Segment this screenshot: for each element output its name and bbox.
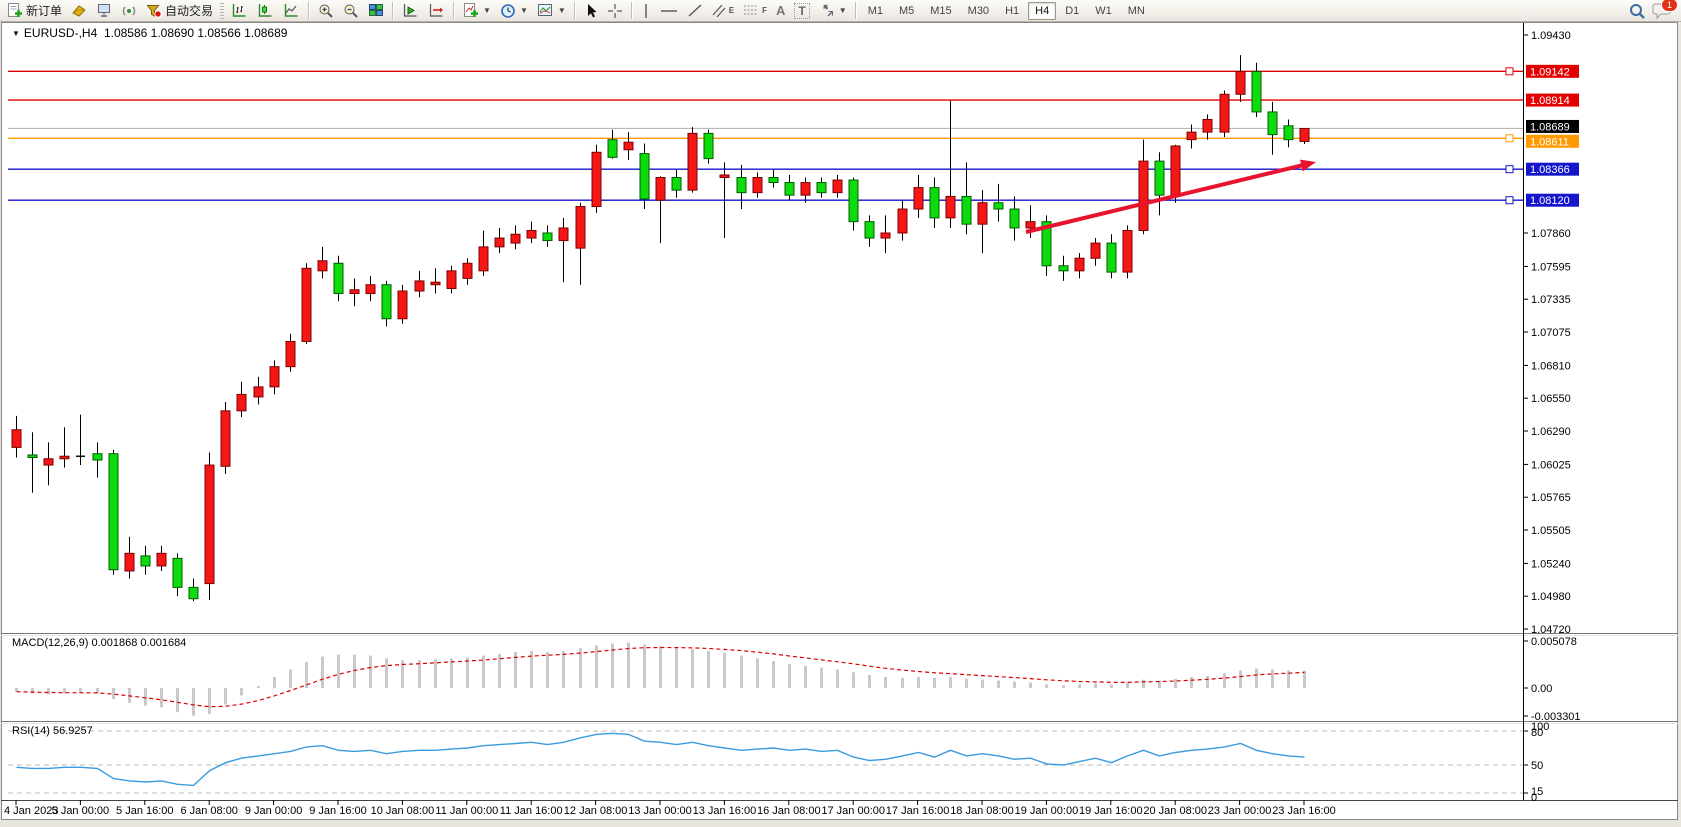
shapes-button[interactable]: ▼ [815, 0, 851, 22]
toolbar-separator [392, 2, 395, 19]
auto-scroll-button[interactable] [398, 0, 423, 22]
macd-name: MACD(12,26,9) [12, 637, 89, 649]
data-window-icon [98, 4, 111, 17]
candlestick-button[interactable] [253, 0, 278, 22]
vertical-line-button[interactable] [637, 0, 655, 22]
chart-title: ▼ EURUSD-,H4 1.08586 1.08690 1.08566 1.08… [12, 26, 287, 40]
zoom-out-icon [344, 4, 358, 18]
fibonacci-button[interactable]: F [739, 0, 771, 22]
shapes-caret-icon: ▼ [838, 6, 847, 15]
text-button[interactable]: A [772, 0, 789, 22]
zoom-in-button[interactable] [314, 0, 338, 22]
rsi-indicator-label: RSI(14) 56.9257 [12, 725, 93, 737]
timeframe-button-D1[interactable]: D1 [1065, 4, 1080, 17]
search-icon[interactable] [1628, 2, 1646, 20]
templates-caret-icon: ▼ [557, 6, 566, 15]
fibonacci-icon [744, 5, 759, 15]
toolbar: 新订单 自动交易 ▼ ▼ [0, 0, 1681, 22]
market-watch-button[interactable] [67, 0, 91, 22]
auto-scroll-icon [403, 3, 417, 17]
candlestick-icon [258, 3, 272, 17]
periods-caret-icon: ▼ [519, 6, 528, 15]
timeframe-button-H1[interactable]: H1 [1005, 4, 1020, 17]
line-chart-button[interactable] [279, 0, 304, 22]
horizontal-line-button[interactable] [656, 0, 682, 22]
signals-icon [122, 6, 136, 16]
autotrading-label: 自动交易 [165, 4, 214, 18]
cursor-icon [587, 3, 597, 17]
timeframe-button-W1[interactable]: W1 [1095, 4, 1112, 17]
line-chart-icon [284, 3, 298, 17]
indicators-caret-icon: ▼ [483, 6, 491, 15]
notification-badge: 1 [1661, 0, 1678, 12]
tile-windows-button[interactable] [364, 0, 388, 22]
periods-icon [501, 3, 515, 18]
tile-windows-icon [369, 4, 384, 16]
chart-ohlc-values: 1.08586 1.08690 1.08566 1.08689 [103, 26, 288, 40]
text-icon: A [776, 3, 786, 18]
autotrading-button[interactable]: 自动交易 [142, 0, 217, 22]
toolbar-separator [630, 2, 633, 19]
fibonacci-letter: F [762, 6, 768, 15]
label-icon: T [794, 2, 810, 19]
toolbar-right-icons: 1 [1628, 0, 1678, 20]
templates-button[interactable]: ▼ [533, 0, 570, 22]
timeframe-group: M1 M5 M15 M30 H1 H4 D1 W1 MN [861, 1, 1152, 20]
zoom-in-icon [319, 4, 333, 18]
timeframe-button-M1[interactable]: M1 [867, 4, 883, 17]
signals-button[interactable] [117, 0, 141, 22]
market-watch-icon [72, 5, 86, 17]
label-button[interactable]: T [790, 0, 813, 22]
chart-shift-button[interactable] [424, 0, 449, 22]
periods-button[interactable]: ▼ [496, 0, 532, 22]
rsi-name: RSI(14) [12, 725, 50, 737]
new-order-label: 新订单 [26, 4, 63, 18]
channel-button[interactable]: E [708, 0, 738, 22]
toolbar-separator [573, 2, 576, 19]
indicators-button[interactable]: ▼ [459, 0, 495, 22]
horizontal-line-icon [660, 10, 677, 12]
chart-window[interactable] [1, 22, 1678, 820]
timeframe-button-M15[interactable]: M15 [930, 4, 952, 17]
timeframe-button-M30[interactable]: M30 [967, 4, 990, 17]
autotrading-icon [146, 5, 162, 18]
toolbar-separator [453, 2, 456, 19]
chart-shift-icon [429, 3, 444, 17]
templates-icon [537, 4, 552, 16]
cursor-button[interactable] [580, 0, 602, 22]
chat-button[interactable]: 1 [1652, 0, 1678, 20]
crosshair-button[interactable] [603, 0, 627, 22]
indicators-icon [464, 3, 479, 17]
trendline-button[interactable] [683, 0, 707, 22]
timeframe-button-M5[interactable]: M5 [898, 4, 915, 17]
timeframe-button-MN[interactable]: MN [1127, 4, 1145, 17]
chart-symbol-period: EURUSD-,H4 [23, 26, 98, 40]
toolbar-grip [220, 2, 225, 19]
channel-icon [712, 4, 726, 18]
toolbar-separator [854, 2, 857, 19]
new-order-button[interactable]: 新订单 [3, 0, 66, 22]
chart-menu-icon[interactable]: ▼ [12, 29, 20, 38]
rsi-value: 56.9257 [52, 725, 93, 737]
new-order-icon [8, 3, 22, 17]
vertical-line-icon [645, 3, 647, 18]
bar-chart-icon [232, 3, 246, 17]
macd-values: 0.001868 0.001684 [91, 637, 187, 649]
toolbar-separator [308, 2, 311, 19]
channel-letter: E [728, 6, 735, 15]
timeframe-button-H4[interactable]: H4 [1028, 1, 1057, 20]
data-window-button[interactable] [92, 0, 116, 22]
trendline-icon [688, 4, 702, 17]
zoom-out-button[interactable] [339, 0, 363, 22]
crosshair-icon [607, 3, 622, 18]
macd-indicator-label: MACD(12,26,9) 0.001868 0.001684 [12, 637, 186, 649]
bar-chart-button[interactable] [227, 0, 252, 22]
shapes-icon [823, 4, 833, 17]
